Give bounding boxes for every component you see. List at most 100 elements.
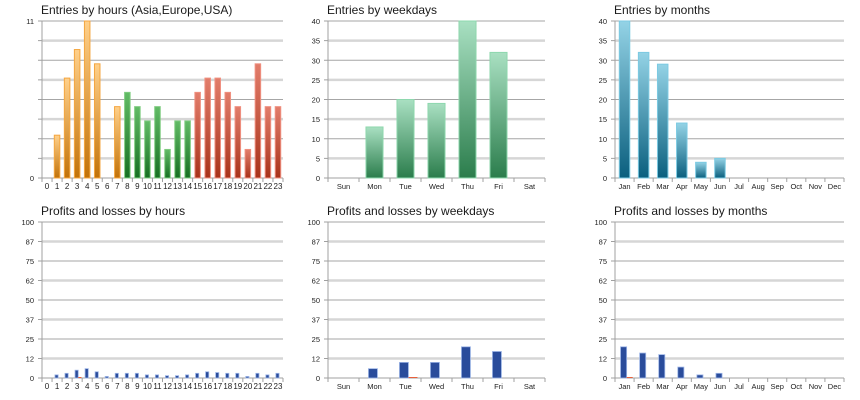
profit-bar-Feb bbox=[639, 352, 647, 379]
x-tick-label: 17 bbox=[213, 382, 222, 391]
x-tick-label: Oct bbox=[790, 382, 803, 391]
y-tick-label: 50 bbox=[26, 296, 34, 305]
x-tick-label: Mar bbox=[656, 182, 669, 191]
bar-16 bbox=[204, 77, 211, 179]
bar-Apr bbox=[676, 122, 688, 179]
profit-bar-10 bbox=[144, 374, 149, 379]
profit-bar-13 bbox=[175, 375, 180, 379]
profit-bar-1 bbox=[54, 374, 59, 379]
x-tick-label: 8 bbox=[125, 182, 130, 191]
x-tick-label: 22 bbox=[263, 182, 272, 191]
bar-7 bbox=[114, 106, 121, 179]
y-tick-label: 100 bbox=[594, 218, 607, 227]
x-tick-label: Fri bbox=[494, 182, 503, 191]
x-tick-label: 10 bbox=[143, 382, 152, 391]
x-tick-label: 11 bbox=[153, 182, 162, 191]
y-tick-label: 12 bbox=[312, 355, 320, 364]
profit-bar-May bbox=[696, 374, 704, 379]
x-tick-label: 0 bbox=[45, 182, 50, 191]
y-tick-label: 87 bbox=[26, 238, 34, 247]
chart-title-profits-weekdays: Profits and losses by weekdays bbox=[327, 204, 495, 218]
y-tick-label: 20 bbox=[599, 96, 607, 105]
bar-8 bbox=[124, 91, 131, 179]
x-tick-label: 20 bbox=[243, 182, 252, 191]
bar-19 bbox=[234, 106, 242, 179]
y-tick-label: 5 bbox=[316, 154, 320, 163]
x-tick-label: 8 bbox=[125, 382, 130, 391]
x-tick-label: 19 bbox=[233, 182, 242, 191]
profit-bar-21 bbox=[255, 372, 260, 379]
x-tick-label: 7 bbox=[115, 182, 120, 191]
x-tick-label: Aug bbox=[751, 382, 764, 391]
x-tick-label: Jul bbox=[734, 182, 744, 191]
y-tick-label: 0 bbox=[603, 174, 607, 183]
y-tick-label: 0 bbox=[30, 174, 34, 183]
y-tick-label: 75 bbox=[26, 257, 34, 266]
x-tick-label: 14 bbox=[183, 182, 192, 191]
y-tick-label: 10 bbox=[599, 135, 607, 144]
x-tick-label: 13 bbox=[173, 182, 182, 191]
y-tick-label: 25 bbox=[599, 76, 607, 85]
bar-12 bbox=[164, 148, 171, 179]
loss-bar-3 bbox=[78, 377, 82, 378]
chart-profits-months: 0 12 25 37 50 62 75 87 100 Jan Feb Mar Apr May Jun Jul A… bbox=[594, 218, 845, 391]
x-tick-label: 19 bbox=[233, 382, 242, 391]
y-tick-label: 75 bbox=[312, 257, 320, 266]
profit-bar-16 bbox=[205, 371, 210, 379]
profit-bar-8 bbox=[124, 372, 129, 379]
chart-entries-weekdays: 0 5 10 15 20 25 30 35 40 Sun Mon Tue Wed Thu Fri Sat bbox=[312, 17, 546, 191]
profit-bar-12 bbox=[165, 375, 170, 379]
x-tick-label: 15 bbox=[193, 182, 202, 191]
bar-Mar bbox=[656, 63, 669, 179]
bar-Jan bbox=[618, 20, 631, 179]
profit-bar-Wed bbox=[430, 361, 440, 379]
profit-bar-Thu bbox=[461, 346, 471, 379]
y-tick-label: 40 bbox=[312, 17, 320, 26]
x-tick-label: 21 bbox=[253, 182, 262, 191]
profit-bar-18 bbox=[225, 372, 230, 379]
bar-Wed bbox=[427, 102, 446, 179]
y-tick-label: 62 bbox=[26, 277, 34, 286]
y-tick-label: 20 bbox=[312, 96, 320, 105]
y-tick-label: 62 bbox=[599, 277, 607, 286]
bar-14 bbox=[184, 120, 191, 179]
x-tick-label: 9 bbox=[135, 182, 140, 191]
bar-22 bbox=[264, 106, 272, 179]
bar-21 bbox=[254, 63, 262, 179]
x-tick-label: 14 bbox=[183, 382, 192, 391]
profit-bar-20 bbox=[245, 376, 250, 379]
x-tick-label: Sat bbox=[524, 182, 536, 191]
x-tick-label: Dec bbox=[828, 182, 842, 191]
chart-title-entries-months: Entries by months bbox=[614, 3, 711, 17]
bar-17 bbox=[214, 77, 221, 179]
x-tick-label: Feb bbox=[637, 182, 650, 191]
profit-bar-Mar bbox=[658, 354, 666, 379]
x-tick-label: 5 bbox=[95, 382, 100, 391]
y-tick-label: 75 bbox=[599, 257, 607, 266]
bar-Fri bbox=[489, 51, 508, 179]
y-tick-label: 12 bbox=[26, 355, 34, 364]
bar-23 bbox=[274, 106, 282, 179]
bar-May bbox=[695, 161, 707, 179]
x-tick-label: Mon bbox=[367, 182, 382, 191]
x-tick-label: 23 bbox=[274, 182, 283, 191]
x-tick-label: Tue bbox=[399, 182, 412, 191]
profit-bar-Jun bbox=[715, 372, 723, 379]
y-tick-label: 15 bbox=[599, 115, 607, 124]
profit-bar-17 bbox=[215, 372, 220, 379]
y-tick-label: 37 bbox=[312, 316, 320, 325]
y-tick-label: 37 bbox=[599, 316, 607, 325]
x-tick-label: Jun bbox=[714, 182, 726, 191]
x-tick-label: 10 bbox=[143, 182, 152, 191]
x-tick-label: 2 bbox=[65, 182, 70, 191]
chart-title-entries-hours: Entries by hours (Asia,Europe,USA) bbox=[41, 3, 233, 17]
bar-Mon bbox=[365, 126, 384, 179]
y-tick-label: 50 bbox=[312, 296, 320, 305]
x-tick-label: Sep bbox=[771, 182, 784, 191]
x-tick-label: 11 bbox=[153, 382, 162, 391]
profit-bar-11 bbox=[154, 374, 159, 379]
bar-2 bbox=[63, 77, 71, 179]
x-tick-label: 18 bbox=[223, 182, 232, 191]
x-tick-label: Thu bbox=[461, 182, 474, 191]
bar-20 bbox=[244, 148, 252, 179]
